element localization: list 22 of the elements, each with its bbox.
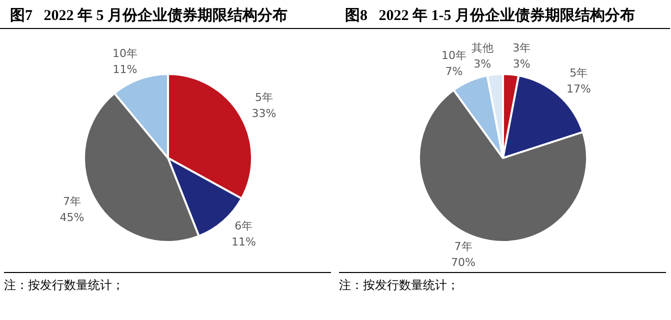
data-label: 3%	[512, 57, 530, 70]
slice-label: 其他	[471, 41, 494, 54]
data-label: 11%	[112, 62, 138, 76]
slice-label: 3年	[512, 41, 531, 54]
data-label: 17%	[566, 82, 591, 96]
data-label: 45%	[60, 210, 84, 224]
slice-label: 5年	[570, 66, 588, 80]
text: 注：按发行数量统计；	[339, 277, 460, 294]
chart-title: 图7 2022 年 5 月份企业债券期限结构分布	[0, 0, 335, 29]
data-label: 70%	[451, 256, 476, 269]
data-label: 7%	[445, 65, 463, 78]
data-label: 33%	[252, 106, 276, 120]
slice-label: 5年	[255, 90, 274, 104]
data-label: 11%	[231, 235, 256, 248]
data-label: 3%	[474, 57, 492, 70]
slice-label: 10年	[112, 46, 138, 60]
slice-label: 6年	[234, 219, 253, 232]
slice-label: 7年	[62, 194, 81, 208]
chart-title: 图8 2022 年 1-5 月份企业债券期限结构分布	[335, 0, 670, 29]
slice-label: 10年	[441, 49, 466, 62]
text: 注：按发行数量统计；	[4, 277, 125, 294]
slice-label: 7年	[454, 240, 472, 253]
